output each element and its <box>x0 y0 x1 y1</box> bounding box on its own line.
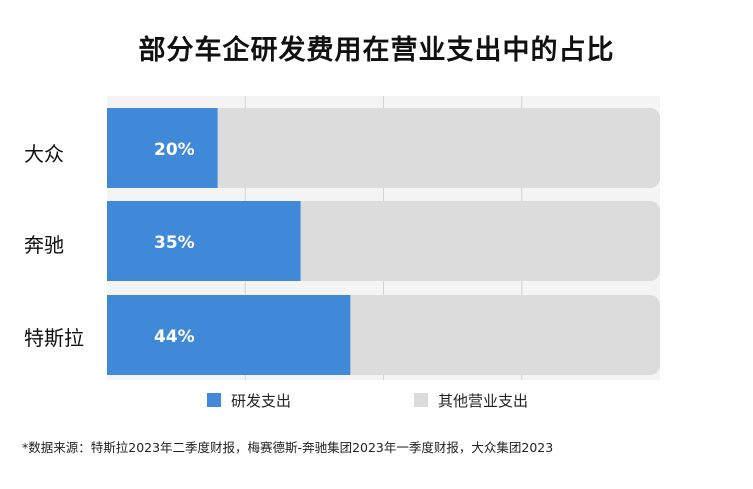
bar-other-0 <box>107 108 660 188</box>
bar-rd-0 <box>107 108 218 188</box>
footnote-fade <box>560 432 630 458</box>
legend-item-other: 其他营业支出 <box>414 388 528 412</box>
legend-swatch-rd <box>207 393 221 407</box>
data-label-0: 20% <box>154 140 195 160</box>
chart-title: 部分车企研发费用在营业支出中的占比 <box>138 35 615 66</box>
legend-label-rd: 研发支出 <box>231 391 292 410</box>
category-label-vw: 大众 <box>24 142 64 166</box>
source-footnote: *数据来源：特斯拉2023年二季度财报，梅赛德斯-奔驰集团2023年一季度财报，… <box>22 440 554 455</box>
legend-label-other: 其他营业支出 <box>438 391 529 410</box>
bar-rd-2 <box>107 295 351 375</box>
data-label-2: 44% <box>154 327 195 347</box>
category-label-benz: 奔驰 <box>24 233 64 257</box>
legend-swatch-other <box>414 393 428 407</box>
bar-rd-1 <box>107 201 301 281</box>
legend-item-rd: 研发支出 <box>207 388 291 412</box>
category-label-tesla: 特斯拉 <box>24 326 84 350</box>
data-label-1: 35% <box>154 233 195 253</box>
